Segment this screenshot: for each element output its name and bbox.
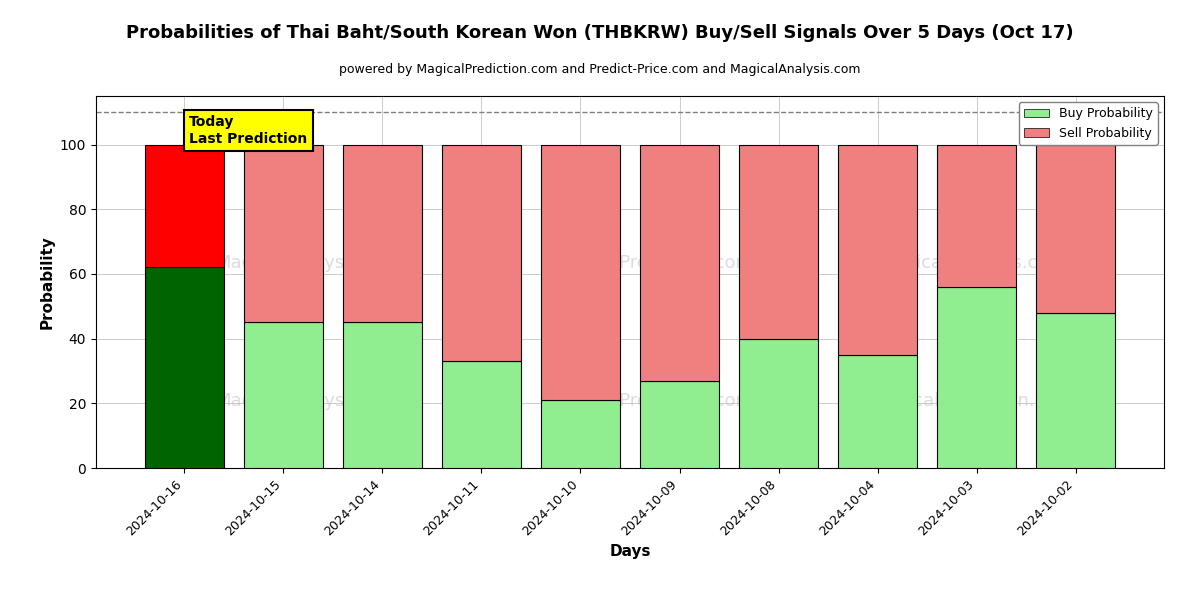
Bar <box>640 380 719 468</box>
Bar <box>937 287 1016 468</box>
Bar <box>838 145 917 355</box>
Y-axis label: Probability: Probability <box>40 235 54 329</box>
Bar <box>244 145 323 322</box>
Bar <box>1036 313 1116 468</box>
Bar <box>640 145 719 380</box>
Text: powered by MagicalPrediction.com and Predict-Price.com and MagicalAnalysis.com: powered by MagicalPrediction.com and Pre… <box>340 63 860 76</box>
Bar <box>541 400 620 468</box>
Text: MagicalAnalysis.com: MagicalAnalysis.com <box>216 392 403 410</box>
Bar <box>244 322 323 468</box>
Text: MagicalPrediction.com: MagicalPrediction.com <box>550 254 752 272</box>
Bar <box>343 145 422 322</box>
Bar <box>937 145 1016 287</box>
Bar <box>442 145 521 361</box>
Bar <box>144 145 224 268</box>
Bar <box>442 361 521 468</box>
Bar <box>144 268 224 468</box>
Bar <box>1036 145 1116 313</box>
Bar <box>739 338 818 468</box>
X-axis label: Days: Days <box>610 544 650 559</box>
Legend: Buy Probability, Sell Probability: Buy Probability, Sell Probability <box>1019 102 1158 145</box>
Bar <box>343 322 422 468</box>
Bar <box>541 145 620 400</box>
Text: MagicalPrediction.com: MagicalPrediction.com <box>550 392 752 410</box>
Text: Today
Last Prediction: Today Last Prediction <box>190 115 307 146</box>
Text: Probabilities of Thai Baht/South Korean Won (THBKRW) Buy/Sell Signals Over 5 Day: Probabilities of Thai Baht/South Korean … <box>126 24 1074 42</box>
Text: MagicalPrediction.com: MagicalPrediction.com <box>870 392 1073 410</box>
Text: MagicalAnalysis.com: MagicalAnalysis.com <box>878 254 1066 272</box>
Bar <box>838 355 917 468</box>
Bar <box>739 145 818 338</box>
Text: MagicalAnalysis.com: MagicalAnalysis.com <box>216 254 403 272</box>
